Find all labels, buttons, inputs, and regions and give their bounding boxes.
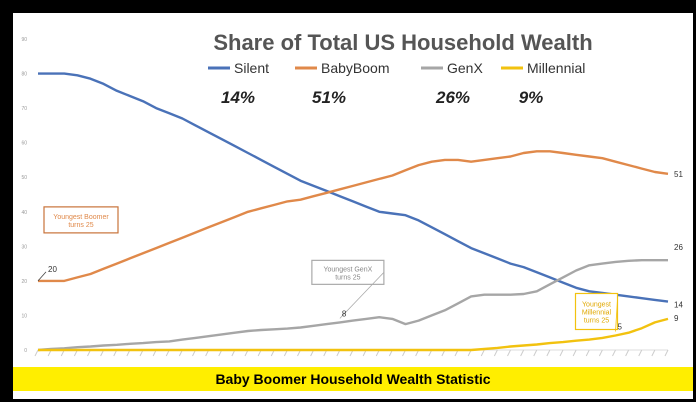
share-label-genx: 26%: [435, 88, 470, 107]
annotation-text: Youngest Boomer turns 25: [53, 214, 109, 229]
end-label-silent: 14: [674, 301, 683, 310]
x-tick-mark: [585, 349, 590, 357]
x-tick-mark: [546, 349, 551, 357]
x-tick-mark: [612, 349, 616, 357]
chart-title: Share of Total US Household Wealth: [213, 30, 592, 55]
annotation-text-line: Youngest Boomer: [53, 214, 109, 221]
wealth-share-chart: Share of Total US Household Wealth 0 10 20 3…: [21, 30, 683, 357]
annotation-text-line: turns 25: [584, 317, 609, 324]
x-tick-mark: [480, 349, 485, 357]
end-label-babyboom: 51: [674, 170, 683, 179]
annotation-text-line: Youngest: [582, 301, 611, 308]
y-tick-label: 0: [24, 348, 27, 354]
annotation-text-line: Youngest GenX: [323, 266, 372, 273]
y-tick-label: 70: [21, 106, 27, 112]
y-tick-label: 40: [21, 210, 27, 216]
y-tick-label: 50: [21, 175, 27, 181]
x-tick-mark: [638, 349, 643, 357]
share-label-babyboom: 51%: [312, 88, 346, 107]
point-label-genx: 8: [342, 309, 347, 318]
share-label-millennial: 9%: [519, 88, 544, 107]
x-tick-mark: [651, 349, 656, 357]
share-label-silent: 14%: [221, 88, 255, 107]
x-tick-mark: [572, 349, 577, 357]
y-tick-label: 30: [21, 244, 27, 250]
x-tick-mark: [493, 349, 498, 357]
legend-label-babyboom: BabyBoom: [321, 60, 389, 76]
annotation-leader: [615, 299, 618, 332]
x-tick-mark: [625, 349, 630, 357]
annotation-box: [43, 206, 119, 234]
annotation-text-line: turns 25: [68, 222, 93, 229]
end-label-genx: 26: [674, 243, 683, 252]
caption-bar: Baby Boomer Household Wealth Statistic: [13, 367, 693, 391]
y-tick-label: 80: [21, 72, 27, 78]
annotation-leader: [339, 272, 385, 319]
legend-label-silent: Silent: [234, 60, 269, 76]
y-tick-label: 60: [21, 141, 27, 147]
series-line-millennial: [38, 317, 669, 352]
annotation-text: Youngest GenX turns 25: [323, 266, 372, 281]
legend-label-genx: GenX: [447, 60, 483, 76]
chart-area: Share of Total US Household Wealth 0 10 20 3…: [13, 13, 693, 399]
start-label-babyboom: 20: [48, 265, 57, 274]
annotation-box: [574, 292, 619, 331]
y-tick-label: 10: [21, 313, 27, 319]
series-line-silent: [38, 72, 669, 303]
x-tick-mark: [598, 349, 603, 357]
annotation-text-line: Millennial: [582, 309, 612, 316]
end-label-millennial: 9: [674, 314, 679, 323]
point-label-millennial: 5: [618, 322, 623, 331]
x-tick-mark: [559, 349, 564, 357]
y-tick-label: 90: [21, 37, 27, 43]
x-tick-mark: [664, 349, 669, 357]
series-line-genx: [37, 259, 668, 352]
x-tick-mark: [34, 349, 39, 357]
caption-text: Baby Boomer Household Wealth Statistic: [215, 371, 491, 387]
series-line-babyboom: [38, 150, 669, 283]
x-tick-mark: [520, 349, 525, 357]
x-tick-mark: [507, 349, 511, 357]
y-tick-label: 20: [21, 279, 27, 285]
x-tick-mark: [533, 349, 538, 357]
legend-label-millennial: Millennial: [527, 60, 585, 76]
start-label-leader: [37, 271, 47, 282]
annotation-text: Youngest Millennial turns 25: [582, 301, 612, 324]
annotation-text-line: turns 25: [335, 274, 360, 281]
